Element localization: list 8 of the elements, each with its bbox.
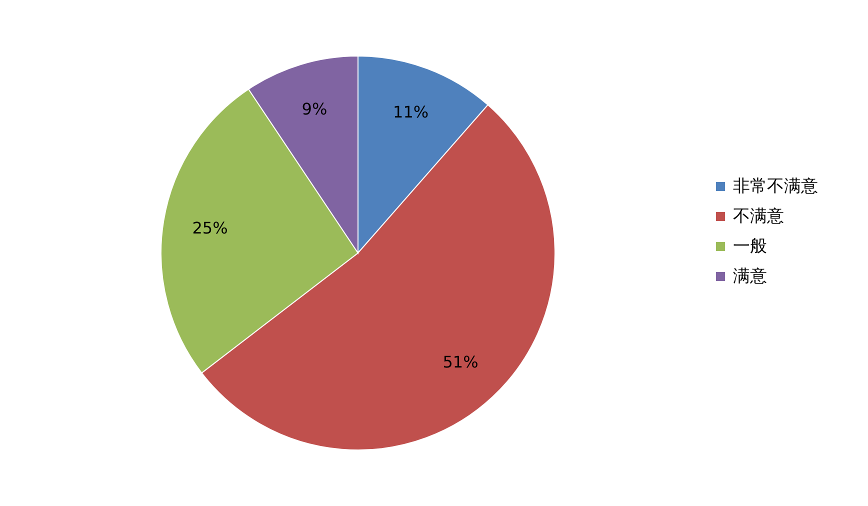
legend-label: 非常不满意 bbox=[733, 176, 818, 196]
data-label: 11% bbox=[393, 102, 429, 122]
legend-label: 满意 bbox=[733, 266, 767, 286]
legend-label: 一般 bbox=[733, 236, 767, 256]
legend-label: 不满意 bbox=[733, 206, 784, 226]
data-label: 51% bbox=[442, 352, 478, 372]
data-label: 25% bbox=[192, 218, 228, 238]
data-label: 9% bbox=[302, 99, 328, 118]
